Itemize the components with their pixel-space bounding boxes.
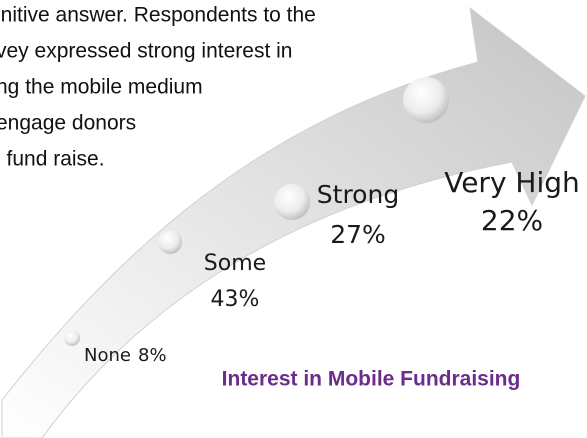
stage-label: Strong	[317, 180, 399, 209]
page: {"paragraph": ["initive answer. Responde…	[0, 0, 587, 438]
stage-dot	[64, 330, 80, 346]
diagram: initive answer. Respondents to the vey e…	[0, 0, 587, 438]
stage-label: Some	[204, 251, 266, 276]
stage-value: 22%	[481, 204, 543, 237]
caption: Interest in Mobile Fundraising	[222, 368, 521, 391]
paragraph-line: ng the mobile medium	[0, 76, 203, 99]
stage-value: 27%	[330, 220, 386, 249]
paragraph-line: l fund raise.	[0, 148, 105, 171]
stage-dot	[158, 230, 182, 254]
paragraph-line: vey expressed strong interest in	[0, 40, 292, 63]
stage-dot	[403, 77, 449, 123]
stage-label: None	[84, 345, 131, 366]
stage-value: 8%	[138, 345, 167, 366]
stage-value: 43%	[211, 287, 260, 312]
stage-label: Very High	[444, 166, 580, 199]
paragraph-line: initive answer. Respondents to the	[0, 4, 316, 27]
paragraph-line: engage donors	[0, 112, 136, 135]
stage-dot	[274, 184, 310, 220]
